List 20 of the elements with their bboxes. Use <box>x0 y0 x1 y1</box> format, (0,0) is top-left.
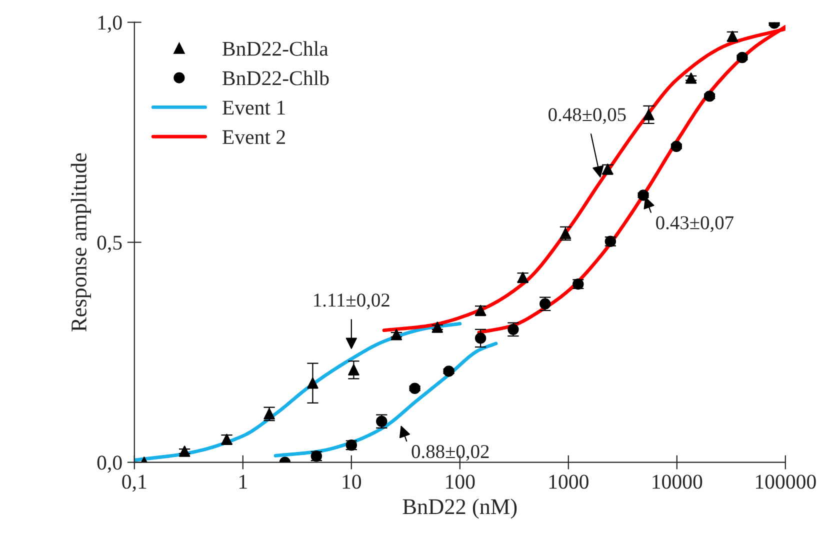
annotation: 0.48±0,05 <box>548 108 626 124</box>
x-tick-label: 1000 <box>549 474 588 489</box>
x-tick-label: 0,1 <box>122 474 146 492</box>
legend-label: BnD22-Chla <box>222 41 328 56</box>
annotation: 0.88±0,02 <box>412 445 489 461</box>
x-tick-label: 10 <box>342 474 362 489</box>
annotation: 0.43±0,07 <box>656 216 734 232</box>
y-tick-label: 0,5 <box>97 236 122 253</box>
annotation: 1.11±0,02 <box>314 294 390 310</box>
x-tick-label: 100000 <box>756 474 816 489</box>
y-tick-label: 0,0 <box>97 456 122 473</box>
y-tick-label: 1,0 <box>98 16 122 33</box>
legend-label: Event 2 <box>222 130 285 144</box>
x-tick-label: 1 <box>240 474 247 489</box>
legend-label: BnD22-Chlb <box>222 70 329 86</box>
legend-label: Event 1 <box>222 100 285 115</box>
x-tick-label: 10000 <box>652 474 702 489</box>
x-tick-label: 100 <box>446 474 475 489</box>
x-axis-title: BnD22 (nM) <box>402 498 517 519</box>
y-axis-title: Response amplitude <box>70 153 91 332</box>
